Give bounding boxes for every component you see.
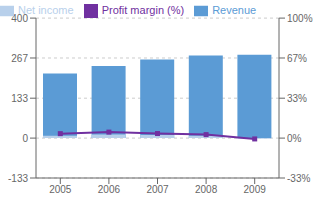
svg-text:2009: 2009 — [244, 184, 267, 195]
svg-text:133: 133 — [11, 93, 28, 104]
svg-text:67%: 67% — [287, 53, 307, 64]
html-text:Profit margin (%): Profit margin (%) — [101, 4, 185, 16]
svg-text:267: 267 — [11, 53, 28, 64]
svg-text:2006: 2006 — [98, 184, 121, 195]
svg-text:0: 0 — [22, 133, 28, 144]
svg-text:0%: 0% — [287, 133, 302, 144]
svg-text:2008: 2008 — [195, 184, 218, 195]
svg-text:33%: 33% — [287, 93, 307, 104]
html-text:Net income: Net income — [18, 4, 74, 16]
html-text:Revenue: Revenue — [212, 4, 257, 16]
svg-text:2007: 2007 — [146, 184, 169, 195]
svg-text:-133: -133 — [8, 173, 28, 184]
svg-text:400: 400 — [11, 13, 28, 24]
svg-text:2005: 2005 — [49, 184, 72, 195]
svg-text:100%: 100% — [287, 13, 313, 24]
svg-text:-33%: -33% — [287, 173, 310, 184]
